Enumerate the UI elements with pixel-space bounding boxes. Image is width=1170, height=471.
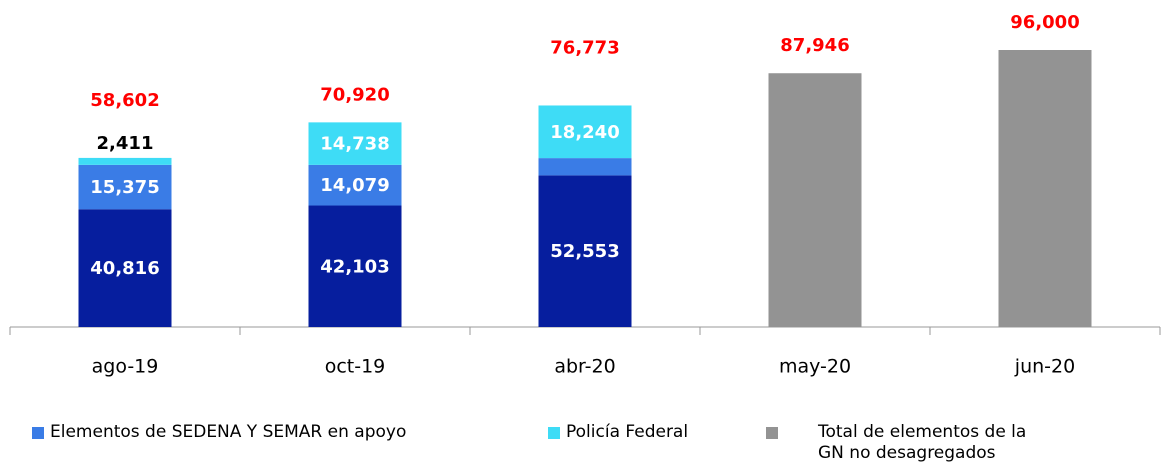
x-tick-label: oct-19	[325, 356, 386, 378]
data-label: 40,816	[90, 258, 159, 279]
x-tick-label: ago-19	[92, 356, 159, 378]
bar-segment	[998, 50, 1092, 327]
legend-swatch	[548, 427, 560, 439]
bar-segment	[78, 164, 172, 210]
bar-segment	[308, 205, 402, 327]
bar-segment	[308, 164, 402, 206]
bar-segment	[538, 175, 632, 327]
total-label: 96,000	[1010, 12, 1079, 33]
legend-item: Policía Federal	[548, 422, 748, 443]
data-label: 14,079	[320, 175, 389, 196]
bar-segment	[538, 105, 632, 159]
data-label: 18,240	[550, 122, 619, 143]
legend-item: Elementos de SEDENA Y SEMAR en apoyo	[32, 422, 512, 443]
x-tick-label: abr-20	[554, 356, 615, 378]
total-label: 76,773	[550, 37, 619, 58]
total-label: 87,946	[780, 35, 849, 56]
data-label: 14,738	[320, 134, 389, 155]
data-label: 52,553	[550, 241, 619, 262]
legend-item: Total de elementos de la GN no desagrega…	[766, 422, 1056, 464]
bar-segment	[538, 158, 632, 176]
legend-swatch	[32, 427, 44, 439]
legend-label: Total de elementos de la GN no desagrega…	[818, 422, 1027, 463]
data-label: 15,375	[90, 177, 159, 198]
legend-swatch	[766, 427, 778, 439]
legend-label: Policía Federal	[566, 422, 689, 442]
total-label: 58,602	[90, 90, 159, 111]
total-label: 70,920	[320, 84, 389, 105]
x-tick-label: jun-20	[1014, 356, 1075, 378]
bar-segment	[768, 73, 862, 328]
data-label: 2,411	[97, 133, 154, 154]
x-tick-label: may-20	[779, 356, 851, 378]
bar-segment	[308, 122, 402, 165]
bar-segment	[78, 157, 172, 165]
data-label: 42,103	[320, 256, 389, 277]
bar-segment	[78, 209, 172, 327]
legend-label: Elementos de SEDENA Y SEMAR en apoyo	[50, 422, 407, 442]
